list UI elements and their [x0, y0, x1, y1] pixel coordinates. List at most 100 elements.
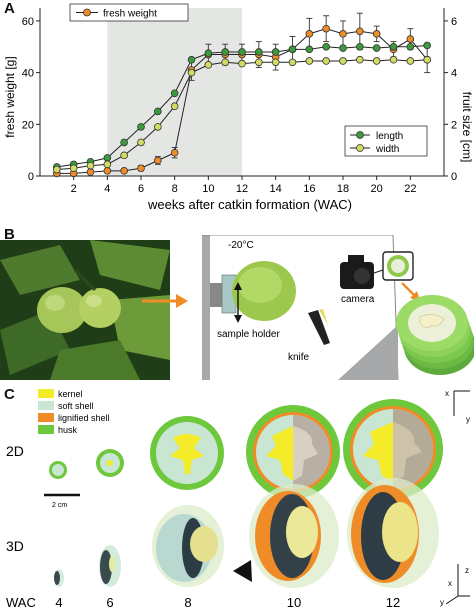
wac-6: 6 [106, 595, 113, 610]
y-left-tick-label: 20 [22, 119, 34, 131]
x-tick-label: 22 [404, 183, 416, 195]
data-point-length [389, 42, 398, 51]
data-point-width [53, 165, 61, 174]
slice-2d-wac6 [96, 449, 124, 477]
data-point-length [137, 123, 145, 131]
data-point-length [406, 42, 415, 51]
data-point-width [187, 68, 196, 77]
legend-husk-swatch [38, 425, 54, 434]
x-tick-label: 4 [104, 183, 110, 195]
data-point-length [120, 138, 128, 147]
data-point-width [288, 58, 297, 67]
data-point-width [120, 151, 128, 160]
walnut-photo [0, 240, 170, 380]
model-3d-wac6 [99, 545, 121, 587]
legend-lignified-shell-swatch [38, 413, 54, 422]
x-tick-label: 2 [71, 183, 77, 195]
wac-4: 4 [55, 595, 62, 610]
x-tick-label: 12 [236, 183, 248, 195]
data-point-length [221, 48, 229, 56]
data-point-width [356, 55, 364, 64]
wac-10: 10 [287, 595, 301, 610]
y-right-tick-label: 2 [451, 119, 457, 131]
x-axis-label: weeks after catkin formation (WAC) [147, 197, 352, 212]
arrowhead-marker [233, 560, 252, 582]
x-tick-label: 16 [303, 183, 315, 195]
legend-husk-label: husk [58, 425, 78, 435]
data-point-width [305, 57, 314, 65]
cryo-imaging-setup: -20°C sample holder knife camera [202, 235, 474, 380]
data-point-width [389, 55, 398, 64]
legend-fresh-weight: fresh weight [69, 3, 189, 22]
x-tick-label: 6 [138, 183, 144, 195]
data-point-fresh-weight [322, 24, 330, 33]
legend-width-label: width [375, 144, 399, 155]
axis-y-3d: y [440, 598, 444, 607]
data-point-width [103, 160, 112, 169]
x-tick-label: 14 [270, 183, 282, 195]
data-point-length [423, 41, 431, 50]
data-point-fresh-weight [154, 156, 162, 165]
data-point-fresh-weight [356, 27, 364, 36]
model-3d-wac12 [347, 478, 439, 588]
data-point-width [339, 57, 347, 65]
scale-bar-label: 2 cm [52, 502, 67, 509]
sample-holder-label: sample holder [217, 329, 280, 340]
panel-label-b: B [4, 226, 15, 243]
axis-x-3d: x [448, 579, 452, 588]
legend-soft-shell-swatch [38, 401, 54, 410]
axis-indicator-2d: x y [445, 389, 470, 424]
data-point-width [154, 123, 162, 131]
wac-label: WAC [6, 595, 36, 610]
data-point-fresh-weight [406, 35, 415, 43]
row-label-3d: 3D [6, 538, 24, 554]
row-label-2d: 2D [6, 443, 24, 459]
legend-length-label: length [376, 131, 403, 142]
model-3d-wac8 [152, 505, 224, 587]
data-point-fresh-weight [86, 168, 95, 176]
slice-2d-wac8 [150, 416, 224, 490]
data-point-length [372, 44, 381, 52]
data-point-fresh-weight [120, 167, 128, 175]
data-point-length [170, 89, 179, 98]
data-point-length [339, 44, 347, 52]
camera-label: camera [341, 294, 375, 305]
data-point-fresh-weight [103, 167, 112, 175]
legend-size: length width [344, 125, 428, 157]
x-tick-label: 18 [337, 183, 349, 195]
data-point-length [356, 42, 364, 51]
slice-2d-wac12 [343, 399, 443, 499]
legend-kernel-swatch [38, 389, 54, 398]
y-left-tick-label: 60 [22, 16, 34, 28]
data-point-width [170, 102, 179, 111]
arrow-photo-to-setup [142, 294, 188, 308]
data-point-width [372, 57, 381, 65]
panel-label-a: A [4, 0, 15, 17]
walnut-section-grid: 2D 3D 2 cm [6, 389, 470, 610]
data-point-width [204, 61, 213, 69]
slice-2d-wac10 [246, 405, 340, 499]
data-point-width [221, 58, 229, 67]
data-point-length [255, 48, 263, 56]
knife-label: knife [288, 352, 310, 363]
data-point-length [271, 48, 280, 56]
data-point-fresh-weight [339, 30, 347, 38]
wac-12: 12 [386, 595, 400, 610]
y-left-tick-label: 0 [28, 171, 34, 183]
data-point-length [305, 45, 314, 54]
data-point-length [322, 42, 330, 51]
legend-fresh-weight-label: fresh weight [103, 9, 157, 20]
panel-label-c: C [4, 386, 15, 403]
y-left-tick-label: 40 [22, 68, 34, 80]
data-point-fresh-weight [372, 30, 381, 38]
data-point-width [271, 58, 280, 67]
wac-8: 8 [184, 595, 191, 610]
tissue-legend: kernel soft shell lignified shell husk [38, 389, 110, 435]
model-3d-wac10 [233, 484, 339, 588]
x-tick-label: 10 [202, 183, 214, 195]
y-right-tick-label: 6 [451, 16, 457, 28]
data-point-width [322, 57, 330, 65]
axis-z-3d: z [465, 566, 469, 575]
axis-indicator-3d: z x y [440, 564, 470, 607]
y-right-tick-label: 4 [451, 68, 457, 80]
